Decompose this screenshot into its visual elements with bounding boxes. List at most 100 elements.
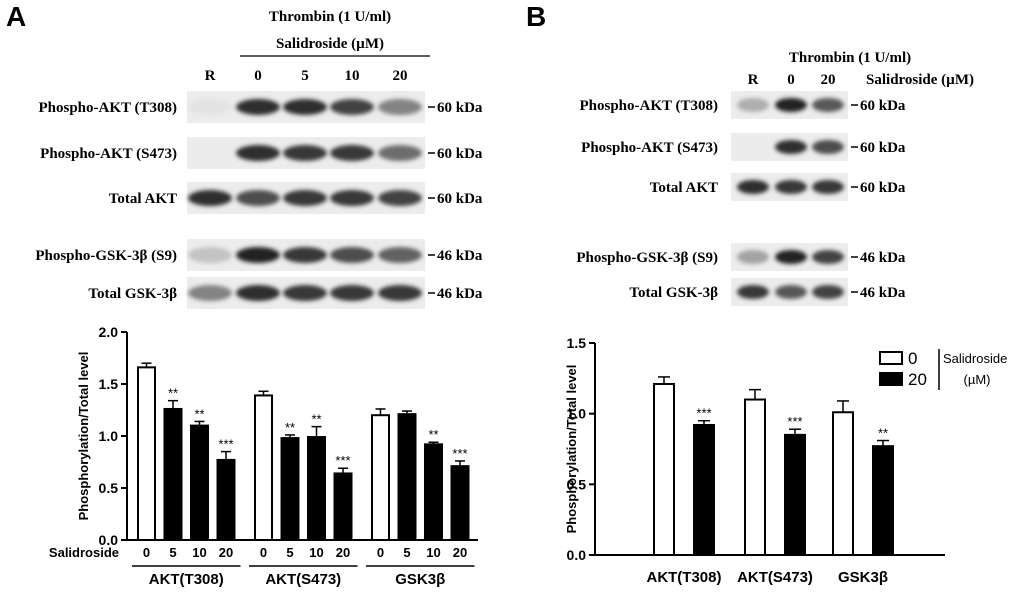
blot-band [737, 180, 769, 194]
significance-label: *** [218, 437, 233, 452]
significance-label: *** [452, 446, 467, 461]
bar-chart-a: 0.0 0.5 1.0 1.5 2.0 Phosphorylation/Total lev… [49, 324, 478, 588]
significance-label: ** [285, 420, 295, 435]
blot-band [737, 285, 769, 299]
bar [784, 433, 806, 556]
panel-b-letter: B [526, 1, 546, 32]
blot-a-subtreatment: Salidroside (µM) [276, 36, 384, 52]
western-blot-b: R 0 20 Phospho-AKT (T308) 60 kDa Phospho-AKT … [576, 72, 906, 306]
mw-label: 60 kDa [860, 140, 906, 156]
bar [371, 414, 390, 542]
blot-band [236, 99, 280, 115]
y-tick-label: 0.0 [567, 547, 587, 563]
x-tick-label: AKT(T308) [646, 569, 721, 586]
western-blot-a: R 0 5 10 20 Phospho-AKT (T308) 60 kDa Phospho-A… [35, 68, 483, 309]
blot-band [330, 285, 374, 301]
mw-label: 60 kDa [437, 191, 483, 207]
x-sub-tick-label: 20 [336, 545, 350, 560]
y-tick-label: 0.0 [99, 532, 119, 548]
bar [307, 436, 326, 542]
mw-label: 60 kDa [860, 180, 906, 196]
lane-label: 20 [393, 68, 408, 84]
blot-band [330, 247, 374, 263]
blot-band [283, 190, 327, 206]
bar [333, 472, 353, 541]
x-sub-tick-label: 10 [426, 545, 440, 560]
blot-band [775, 180, 807, 194]
blot-row-label: Phospho-AKT (T308) [579, 98, 718, 114]
bar [693, 423, 715, 556]
mw-label: 46 kDa [437, 248, 483, 264]
blot-band [812, 98, 844, 112]
significance-label: *** [787, 414, 802, 429]
blot-band [283, 145, 327, 161]
blot-row-label: Phospho-AKT (T308) [38, 100, 177, 116]
blot-band [378, 285, 422, 301]
bar [163, 407, 183, 541]
mw-label: 60 kDa [860, 98, 906, 114]
blot-band [812, 285, 844, 299]
mw-label: 46 kDa [860, 285, 906, 301]
bar [137, 366, 156, 541]
x-tick-label: AKT(S473) [737, 569, 813, 586]
x-group-label: AKT(T308) [149, 571, 224, 588]
x-sub-tick-label: 5 [403, 545, 410, 560]
x-sub-tick-label: 0 [143, 545, 150, 560]
bar [744, 398, 766, 556]
blot-band [330, 99, 374, 115]
blot-band [283, 247, 327, 263]
significance-label: ** [311, 412, 321, 427]
bar [397, 413, 417, 541]
blot-band [188, 285, 232, 301]
blot-band [737, 250, 769, 264]
panel-a-letter: A [6, 1, 26, 32]
blot-row-label: Phospho-AKT (S473) [581, 140, 718, 156]
blot-row-label: Total GSK-3β [88, 286, 177, 302]
x-sub-tick-label: 20 [453, 545, 467, 560]
bar [280, 437, 300, 541]
bar [190, 424, 209, 542]
bar [216, 458, 236, 542]
blot-band [283, 99, 327, 115]
lane-label: 10 [345, 68, 360, 84]
blot-b-treatment: Thrombin (1 U/ml) [789, 50, 911, 66]
blot-band [775, 285, 807, 299]
blot-row-label: Total AKT [109, 191, 177, 207]
blot-row-label: Phospho-GSK-3β (S9) [576, 250, 718, 266]
y-tick-label: 1.5 [99, 376, 119, 392]
blot-row-label: Phospho-AKT (S473) [40, 146, 177, 162]
y-tick-label: 1.0 [567, 406, 587, 422]
y-tick-label: 0.5 [99, 480, 119, 496]
x-row-label: Salidroside [49, 545, 119, 560]
bar-chart-b: 0.0 0.5 1.0 1.5 Phosphorylation/Total level *… [564, 335, 1007, 586]
legend-title: Salidroside [943, 351, 1007, 366]
blot-band [330, 145, 374, 161]
legend-label: 20 [908, 370, 927, 389]
blot-band [812, 140, 844, 154]
x-group-label: GSK3β [395, 571, 445, 588]
mw-label: 46 kDa [437, 286, 483, 302]
bar [653, 382, 675, 556]
x-tick-label: GSK3β [838, 569, 888, 586]
x-sub-tick-label: 0 [260, 545, 267, 560]
blot-band [775, 140, 807, 154]
x-sub-tick-label: 10 [192, 545, 206, 560]
bar [450, 465, 470, 541]
lane-label: 5 [301, 68, 309, 84]
lane-label: 20 [821, 72, 836, 88]
blot-band [775, 250, 807, 264]
lane-label: R [748, 72, 759, 88]
bar [254, 394, 273, 541]
lane-label: 0 [787, 72, 795, 88]
blot-row-label: Total GSK-3β [629, 285, 718, 301]
y-tick-label: 1.0 [99, 428, 119, 444]
bar [424, 443, 443, 542]
blot-band [188, 99, 232, 115]
x-sub-tick-label: 5 [169, 545, 176, 560]
significance-label: ** [194, 406, 204, 421]
blot-band [812, 250, 844, 264]
blot-band [283, 285, 327, 301]
blot-band [330, 190, 374, 206]
y-axis-label: Phosphorylation/Total level [564, 365, 579, 534]
